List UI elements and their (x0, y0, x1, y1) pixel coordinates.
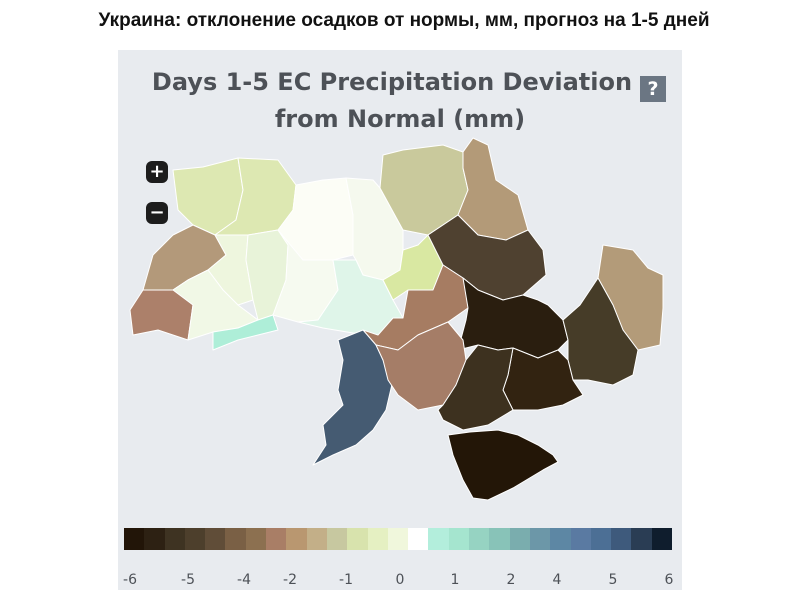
legend-tick-label: -5 (181, 572, 195, 588)
region-crimea[interactable] (447, 429, 559, 501)
legend-tick-label: 5 (608, 572, 618, 588)
help-button[interactable]: ? (640, 76, 666, 102)
colorbar-swatch (651, 528, 673, 550)
page-heading: Украина: отклонение осадков от нормы, мм… (98, 10, 710, 31)
legend-tick-label: -4 (237, 572, 251, 588)
map-title-line2: from Normal (mm) (274, 105, 526, 133)
colorbar-swatch (144, 528, 165, 550)
legend-tick-label: 2 (506, 572, 516, 588)
zoom-in-button[interactable]: + (146, 161, 168, 183)
colorbar-swatch (408, 528, 429, 550)
region-sumy[interactable] (457, 137, 529, 241)
colorbar-swatch (367, 528, 388, 550)
colorbar-swatch (124, 528, 145, 550)
colorbar-swatch (509, 528, 530, 550)
legend-ticks: -6 -5 -4 -2 -1 0 1 2 4 5 6 (118, 572, 682, 590)
colorbar-swatch (570, 528, 591, 550)
colorbar-swatch (266, 528, 287, 550)
colorbar-swatch (326, 528, 348, 550)
ukraine-map (129, 137, 664, 501)
colorbar-swatch (428, 528, 449, 550)
legend-tick-label: 0 (395, 572, 405, 588)
colorbar-swatch (205, 528, 226, 550)
region-chernivtsi[interactable] (212, 314, 279, 351)
colorbar-swatch (469, 528, 490, 550)
colorbar-swatch (286, 528, 307, 550)
colorbar-swatch (611, 528, 632, 550)
colorbar-swatch (245, 528, 267, 550)
colorbar-swatch (347, 528, 368, 550)
region-kherson[interactable] (437, 344, 514, 431)
colorbar-swatch (489, 528, 510, 550)
colorbar-swatch (184, 528, 206, 550)
zoom-out-button[interactable]: − (146, 202, 168, 224)
legend-tick-label: -6 (123, 572, 137, 588)
colorbar-swatch (529, 528, 551, 550)
legend-tick-label: 6 (664, 572, 674, 588)
colorbar-swatch (306, 528, 327, 550)
legend-colorbar (124, 528, 673, 550)
colorbar-swatch (550, 528, 571, 550)
colorbar-swatch (448, 528, 470, 550)
legend-tick-label: 4 (552, 572, 562, 588)
colorbar-swatch (225, 528, 246, 550)
legend-tick-label: 1 (450, 572, 460, 588)
map-panel: Days 1-5 EC Precipitation Deviation from… (118, 50, 682, 590)
colorbar-swatch (590, 528, 612, 550)
legend-tick-label: -1 (339, 572, 353, 588)
colorbar-swatch (164, 528, 185, 550)
map-title-line1: Days 1-5 EC Precipitation Deviation (151, 68, 633, 96)
legend-tick-label: -2 (283, 572, 297, 588)
colorbar-swatch (631, 528, 652, 550)
colorbar-swatch (387, 528, 409, 550)
